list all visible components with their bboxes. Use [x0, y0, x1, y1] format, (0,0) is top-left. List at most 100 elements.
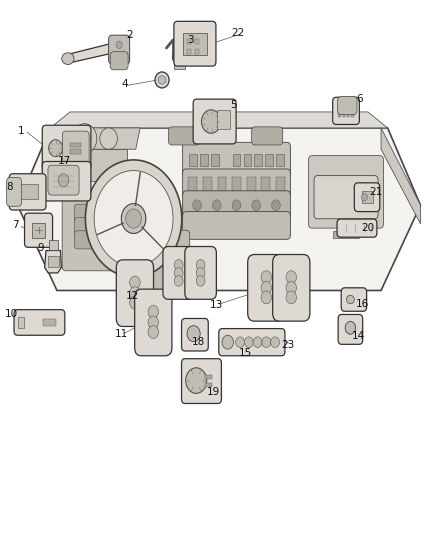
Bar: [187, 39, 191, 44]
Bar: [200, 154, 208, 166]
Circle shape: [196, 260, 205, 270]
FancyBboxPatch shape: [341, 288, 367, 311]
Bar: [211, 154, 219, 166]
Circle shape: [272, 200, 280, 211]
Polygon shape: [94, 181, 120, 208]
Ellipse shape: [346, 295, 354, 304]
Text: 8: 8: [6, 182, 13, 191]
FancyBboxPatch shape: [183, 191, 290, 220]
FancyBboxPatch shape: [333, 97, 359, 124]
FancyBboxPatch shape: [42, 125, 91, 171]
FancyBboxPatch shape: [116, 260, 153, 326]
Circle shape: [261, 291, 272, 304]
FancyBboxPatch shape: [174, 21, 216, 66]
Text: 11: 11: [115, 329, 128, 339]
Text: 9: 9: [37, 243, 44, 253]
Bar: [205, 375, 212, 379]
Bar: [232, 177, 241, 190]
Polygon shape: [70, 149, 127, 181]
Text: 3: 3: [187, 35, 194, 45]
Bar: [32, 223, 45, 238]
Circle shape: [271, 337, 279, 348]
Circle shape: [174, 260, 183, 270]
Bar: [352, 109, 354, 117]
Ellipse shape: [155, 72, 169, 88]
Bar: [189, 154, 197, 166]
Bar: [338, 109, 341, 117]
Circle shape: [196, 276, 205, 286]
Text: 10: 10: [4, 310, 18, 319]
FancyBboxPatch shape: [338, 96, 357, 115]
Circle shape: [252, 200, 261, 211]
Polygon shape: [68, 44, 117, 63]
Bar: [195, 39, 199, 44]
Ellipse shape: [62, 53, 74, 64]
Circle shape: [345, 321, 356, 334]
Circle shape: [196, 268, 205, 278]
Bar: [205, 383, 212, 387]
FancyBboxPatch shape: [337, 219, 377, 237]
Text: 2: 2: [126, 30, 133, 39]
Text: 1: 1: [18, 126, 25, 135]
Bar: [254, 154, 262, 166]
FancyBboxPatch shape: [314, 176, 378, 219]
Bar: [233, 154, 240, 166]
FancyBboxPatch shape: [25, 213, 53, 247]
Ellipse shape: [158, 76, 166, 84]
Text: 12: 12: [126, 292, 139, 301]
Circle shape: [286, 291, 297, 304]
Circle shape: [286, 281, 297, 294]
FancyBboxPatch shape: [185, 246, 216, 300]
Text: 13: 13: [210, 300, 223, 310]
Bar: [187, 49, 191, 54]
Circle shape: [187, 326, 200, 342]
FancyBboxPatch shape: [354, 183, 380, 212]
Text: 23: 23: [282, 340, 295, 350]
FancyBboxPatch shape: [251, 127, 283, 145]
FancyBboxPatch shape: [109, 35, 130, 64]
Ellipse shape: [173, 52, 185, 63]
Bar: [174, 59, 185, 69]
FancyBboxPatch shape: [181, 319, 208, 351]
Polygon shape: [50, 112, 388, 128]
FancyBboxPatch shape: [42, 161, 91, 201]
Text: 14: 14: [352, 331, 365, 341]
Bar: [362, 191, 372, 203]
Text: 16: 16: [356, 299, 369, 309]
Bar: [70, 149, 81, 154]
Circle shape: [148, 305, 159, 318]
Polygon shape: [53, 128, 140, 149]
Bar: [261, 177, 270, 190]
Circle shape: [72, 124, 97, 154]
Text: 21: 21: [369, 187, 382, 197]
Bar: [265, 154, 273, 166]
Circle shape: [253, 337, 262, 348]
Circle shape: [116, 41, 122, 49]
FancyBboxPatch shape: [110, 52, 128, 70]
Circle shape: [201, 110, 221, 133]
Bar: [343, 109, 345, 117]
Circle shape: [261, 281, 272, 294]
FancyBboxPatch shape: [59, 127, 90, 145]
FancyBboxPatch shape: [74, 231, 105, 249]
Circle shape: [222, 335, 233, 349]
Bar: [276, 154, 284, 166]
Circle shape: [148, 316, 159, 329]
FancyBboxPatch shape: [62, 131, 89, 165]
Bar: [333, 231, 359, 238]
Circle shape: [121, 204, 146, 233]
Polygon shape: [45, 251, 61, 273]
Text: 7: 7: [12, 221, 19, 230]
Text: 18: 18: [191, 337, 205, 347]
FancyBboxPatch shape: [62, 198, 117, 271]
Text: 20: 20: [361, 223, 374, 232]
Bar: [48, 256, 59, 266]
FancyBboxPatch shape: [219, 328, 285, 356]
Bar: [70, 143, 81, 147]
FancyBboxPatch shape: [48, 165, 79, 195]
FancyBboxPatch shape: [183, 169, 290, 199]
Bar: [247, 177, 255, 190]
Bar: [244, 154, 251, 166]
FancyBboxPatch shape: [7, 177, 21, 206]
Circle shape: [286, 271, 297, 284]
